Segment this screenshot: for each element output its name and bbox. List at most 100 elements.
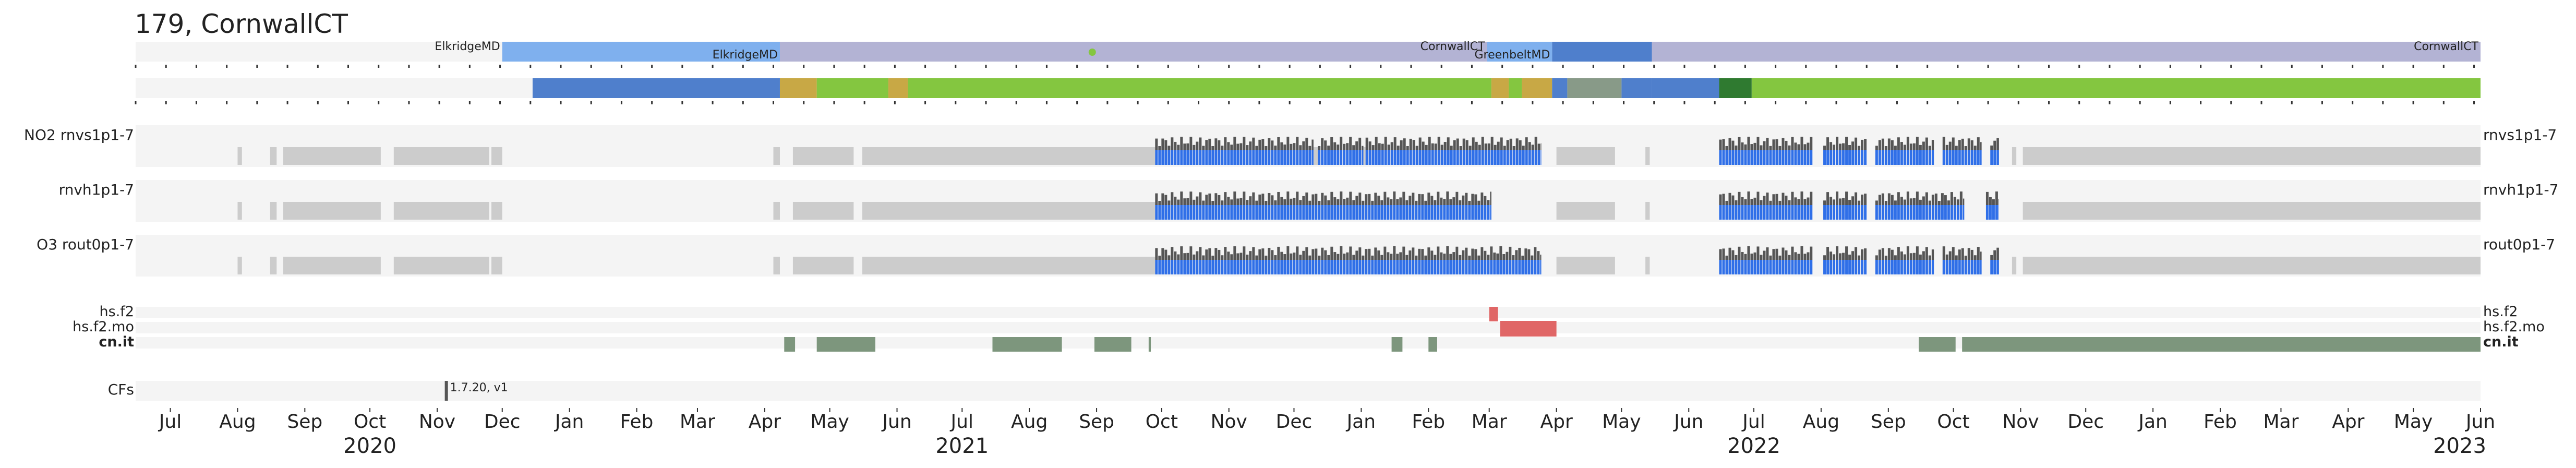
product-blue-bar bbox=[1340, 150, 1343, 165]
product-blue-bar bbox=[1158, 260, 1161, 274]
product-blue-bar bbox=[1512, 150, 1515, 165]
product-dark-bar bbox=[1855, 137, 1858, 150]
product-blue-bar bbox=[1277, 150, 1280, 165]
product-dark-bar bbox=[1189, 191, 1193, 205]
product-dark-bar bbox=[1769, 255, 1772, 260]
product-blue-bar bbox=[1996, 260, 1999, 274]
product-dark-bar bbox=[1878, 249, 1881, 260]
product-blue-bar bbox=[1851, 260, 1855, 274]
product-blue-bar bbox=[1753, 260, 1756, 274]
product-dark-bar bbox=[1980, 251, 1982, 260]
product-dark-bar bbox=[1540, 255, 1542, 260]
product-dark-bar bbox=[1174, 141, 1177, 150]
product-blue-bar bbox=[1912, 260, 1916, 274]
product-blue-bar bbox=[1456, 150, 1459, 165]
product-row-right-label: rnvh1p1-7 bbox=[2483, 181, 2558, 198]
product-blue-bar bbox=[1993, 260, 1996, 274]
product-dark-bar bbox=[1826, 192, 1829, 205]
product-dark-bar bbox=[1211, 146, 1214, 150]
product-dark-bar bbox=[1484, 250, 1487, 260]
product-blue-bar bbox=[1311, 150, 1314, 165]
product-blue-bar bbox=[1393, 205, 1396, 220]
product-dark-bar bbox=[1211, 255, 1214, 260]
product-dark-bar bbox=[1383, 246, 1387, 260]
product-blue-bar bbox=[1931, 205, 1934, 220]
product-dark-bar bbox=[1753, 252, 1756, 260]
product-blue-bar bbox=[1315, 260, 1318, 274]
product-dark-bar bbox=[1318, 146, 1321, 150]
product-dark-bar bbox=[1333, 142, 1337, 150]
product-blue-bar bbox=[1497, 150, 1500, 165]
product-blue-bar bbox=[1380, 205, 1383, 220]
product-dark-bar bbox=[1472, 137, 1475, 150]
flag-row-background bbox=[136, 337, 2481, 349]
product-blue-bar bbox=[1428, 150, 1431, 165]
product-blue-bar bbox=[1829, 260, 1833, 274]
year-label: 2023 bbox=[2433, 434, 2486, 458]
product-dark-bar bbox=[1887, 248, 1891, 260]
flag-segment bbox=[1391, 337, 1403, 352]
product-dark-bar bbox=[1963, 198, 1965, 205]
product-dark-bar bbox=[1881, 193, 1884, 205]
product-dark-bar bbox=[1214, 138, 1218, 150]
product-dark-bar bbox=[1967, 138, 1970, 150]
product-blue-bar bbox=[1164, 150, 1167, 165]
product-blue-bar bbox=[1362, 260, 1365, 274]
product-blue-bar bbox=[1848, 205, 1851, 220]
flag-segment bbox=[1489, 307, 1498, 321]
product-blue-bar bbox=[1286, 205, 1290, 220]
product-dark-bar bbox=[1440, 252, 1443, 260]
product-blue-bar bbox=[1502, 260, 1506, 274]
product-dark-bar bbox=[1462, 195, 1465, 205]
product-blue-bar bbox=[1440, 150, 1443, 165]
product-dark-bar bbox=[1239, 253, 1243, 260]
product-dark-bar bbox=[1881, 138, 1884, 150]
flag-segment bbox=[1962, 337, 2481, 352]
product-blue-bar bbox=[1199, 260, 1202, 274]
product-dark-bar bbox=[1252, 137, 1255, 150]
product-blue-bar bbox=[1952, 150, 1955, 165]
product-blue-bar bbox=[1833, 150, 1836, 165]
product-blue-bar bbox=[1443, 260, 1446, 274]
product-dark-bar bbox=[1265, 255, 1268, 260]
product-blue-bar bbox=[1430, 205, 1434, 220]
product-blue-bar bbox=[1377, 260, 1380, 274]
product-dark-bar bbox=[1362, 200, 1365, 205]
product-blue-bar bbox=[1864, 205, 1867, 220]
product-dark-bar bbox=[1468, 255, 1471, 260]
product-gray-segment bbox=[1556, 257, 1615, 274]
product-dark-bar bbox=[1961, 248, 1964, 260]
product-dark-bar bbox=[1167, 255, 1171, 260]
product-blue-bar bbox=[1468, 150, 1472, 165]
product-dark-bar bbox=[1189, 137, 1193, 150]
product-dark-bar bbox=[1171, 137, 1174, 150]
product-dark-bar bbox=[1255, 255, 1258, 260]
product-blue-bar bbox=[1355, 150, 1358, 165]
product-dark-bar bbox=[1311, 194, 1315, 205]
product-dark-bar bbox=[1760, 255, 1763, 260]
product-dark-bar bbox=[1480, 247, 1484, 260]
cfs-row-background bbox=[136, 381, 2481, 401]
product-dark-bar bbox=[1760, 200, 1763, 205]
product-dark-bar bbox=[1760, 145, 1763, 150]
flag-segment bbox=[1919, 337, 1956, 352]
product-blue-bar bbox=[1371, 150, 1375, 165]
product-blue-bar bbox=[1741, 150, 1744, 165]
product-dark-bar bbox=[1894, 255, 1897, 260]
product-blue-bar bbox=[1415, 260, 1418, 274]
product-blue-bar bbox=[1167, 150, 1171, 165]
product-dark-bar bbox=[1945, 145, 1948, 150]
product-blue-bar bbox=[1797, 205, 1800, 220]
product-dark-bar bbox=[1236, 253, 1239, 260]
product-blue-bar bbox=[1881, 260, 1884, 274]
product-dark-bar bbox=[1878, 140, 1881, 150]
product-dark-bar bbox=[1900, 251, 1903, 260]
product-blue-bar bbox=[1521, 260, 1524, 274]
product-blue-bar bbox=[1778, 205, 1781, 220]
product-blue-bar bbox=[1346, 205, 1349, 220]
product-blue-bar bbox=[1958, 260, 1961, 274]
product-dark-bar bbox=[1833, 199, 1836, 205]
product-blue-bar bbox=[1239, 150, 1243, 165]
product-blue-bar bbox=[1177, 150, 1180, 165]
product-blue-bar bbox=[1977, 260, 1980, 274]
